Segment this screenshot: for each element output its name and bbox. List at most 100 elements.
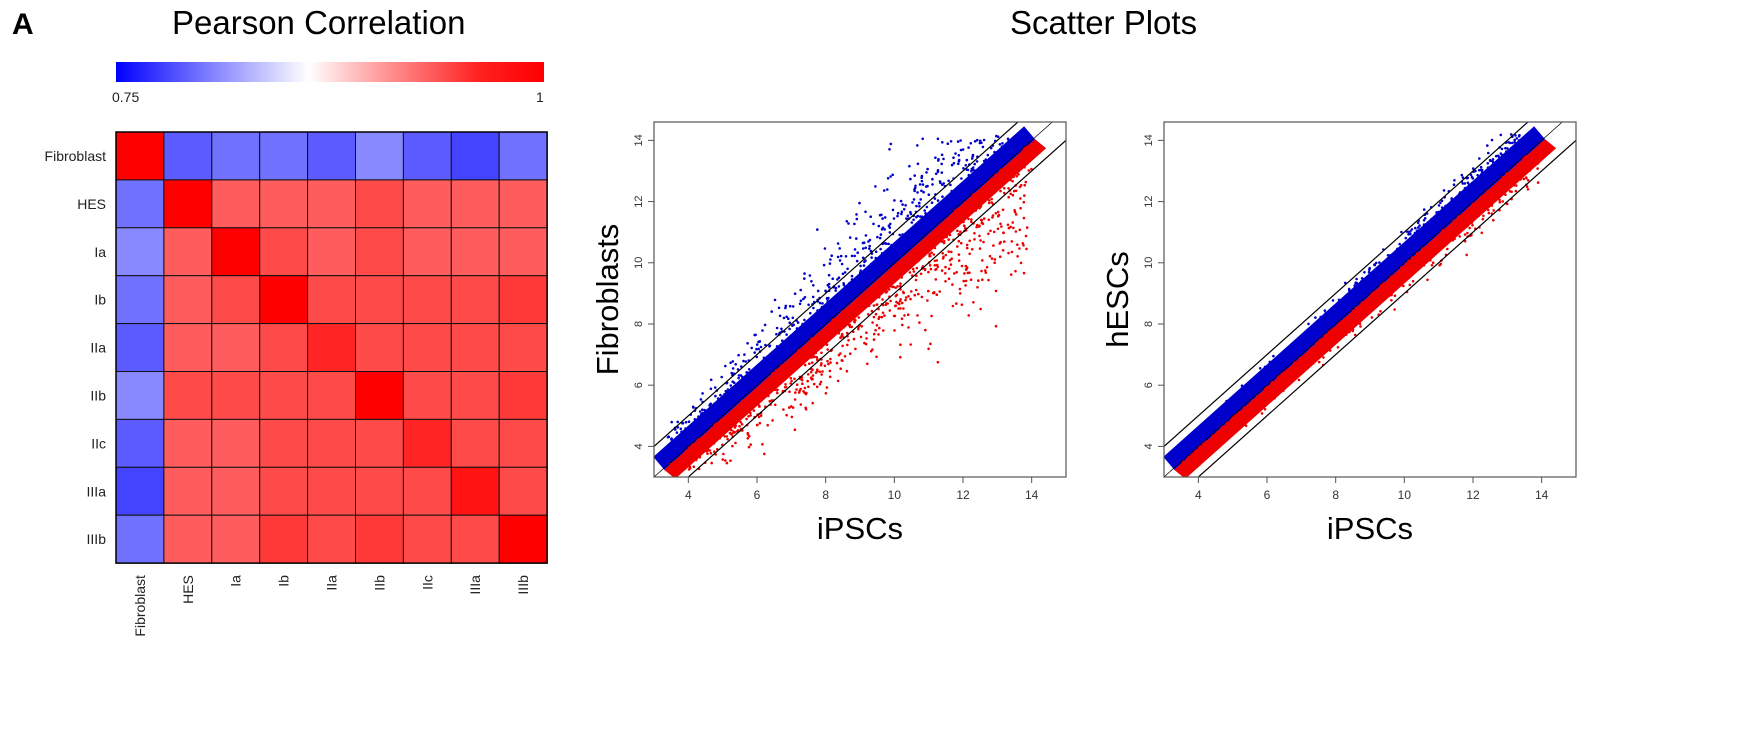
data-point	[872, 222, 875, 226]
data-point	[803, 277, 806, 280]
data-point	[1510, 146, 1513, 150]
data-point	[803, 272, 806, 275]
data-point	[775, 352, 778, 355]
data-point	[957, 239, 961, 243]
data-point	[910, 264, 914, 267]
data-point	[1444, 218, 1447, 222]
data-point	[1361, 278, 1365, 281]
data-point	[669, 463, 673, 466]
data-point	[826, 326, 830, 330]
data-point	[1249, 409, 1253, 412]
data-point	[1506, 166, 1509, 169]
heatmap-cell-IIc-Ib	[259, 418, 309, 468]
data-point	[890, 272, 893, 275]
data-point	[719, 431, 722, 435]
data-point	[1262, 372, 1265, 376]
data-point	[855, 217, 859, 221]
data-point	[866, 294, 870, 297]
data-point	[1190, 441, 1194, 444]
data-point	[1022, 244, 1025, 247]
data-point	[1280, 362, 1284, 366]
data-point	[1340, 320, 1343, 324]
data-point	[743, 402, 746, 405]
data-point	[982, 138, 986, 142]
data-point	[1020, 160, 1024, 163]
data-point	[1211, 419, 1214, 422]
data-point	[931, 212, 935, 216]
data-point	[1018, 228, 1022, 232]
data-point	[1019, 261, 1023, 265]
data-point	[1009, 192, 1012, 196]
data-point	[958, 287, 962, 291]
data-point	[979, 205, 983, 208]
data-point	[723, 419, 727, 422]
data-point	[1536, 181, 1540, 184]
data-point	[1487, 211, 1491, 215]
data-point	[1384, 260, 1388, 263]
data-point	[1024, 234, 1028, 238]
data-point	[874, 312, 878, 316]
data-point	[1231, 423, 1234, 427]
data-point	[848, 307, 852, 310]
data-point	[786, 352, 790, 356]
data-point	[1513, 141, 1516, 144]
data-point	[672, 460, 676, 464]
data-point	[1522, 141, 1525, 144]
data-point	[1459, 221, 1463, 225]
data-point	[1451, 210, 1454, 214]
data-point	[729, 417, 733, 421]
data-point	[868, 244, 871, 248]
data-point	[1006, 223, 1010, 227]
data-point	[904, 204, 907, 207]
data-point	[847, 222, 850, 225]
data-point	[1440, 234, 1444, 238]
heatmap-cell-Ib-IIIa	[450, 275, 500, 325]
data-point	[900, 253, 903, 256]
data-point	[1502, 184, 1506, 187]
data-point	[886, 255, 890, 259]
data-point	[1368, 285, 1372, 288]
data-point	[1389, 275, 1393, 279]
data-point	[817, 325, 821, 328]
data-point	[1508, 164, 1512, 168]
data-point	[1349, 327, 1353, 330]
data-point	[767, 394, 770, 398]
data-point	[921, 241, 924, 244]
data-point	[805, 325, 809, 328]
data-point	[1205, 449, 1209, 452]
data-point	[1184, 463, 1188, 467]
data-point	[1297, 364, 1301, 368]
data-point	[1348, 295, 1352, 298]
data-point	[940, 202, 944, 206]
data-point	[746, 342, 749, 345]
data-point	[1342, 328, 1345, 331]
data-point	[1239, 402, 1242, 405]
data-point	[902, 307, 905, 310]
data-point	[1413, 256, 1416, 260]
data-point	[1404, 236, 1408, 240]
heatmap-cell-IIIa-IIb	[355, 466, 404, 516]
data-point	[998, 242, 1001, 245]
data-point	[1000, 225, 1003, 228]
data-point	[1456, 199, 1459, 203]
heatmap-cell-IIc-IIc	[402, 418, 452, 468]
data-point	[896, 214, 899, 218]
data-point	[731, 444, 734, 448]
data-point	[937, 202, 941, 206]
data-point	[1375, 295, 1378, 299]
data-point	[1225, 424, 1228, 428]
data-point	[797, 391, 801, 394]
data-point	[1459, 196, 1462, 199]
data-point	[969, 142, 973, 145]
data-point	[768, 399, 772, 403]
data-point	[1352, 319, 1355, 322]
data-point	[915, 244, 918, 248]
data-point	[1370, 306, 1373, 309]
data-point	[724, 364, 727, 368]
data-point	[1243, 410, 1247, 414]
data-point	[1179, 455, 1182, 459]
data-point	[1274, 363, 1277, 366]
data-point	[1486, 182, 1489, 185]
data-point	[1476, 187, 1479, 191]
